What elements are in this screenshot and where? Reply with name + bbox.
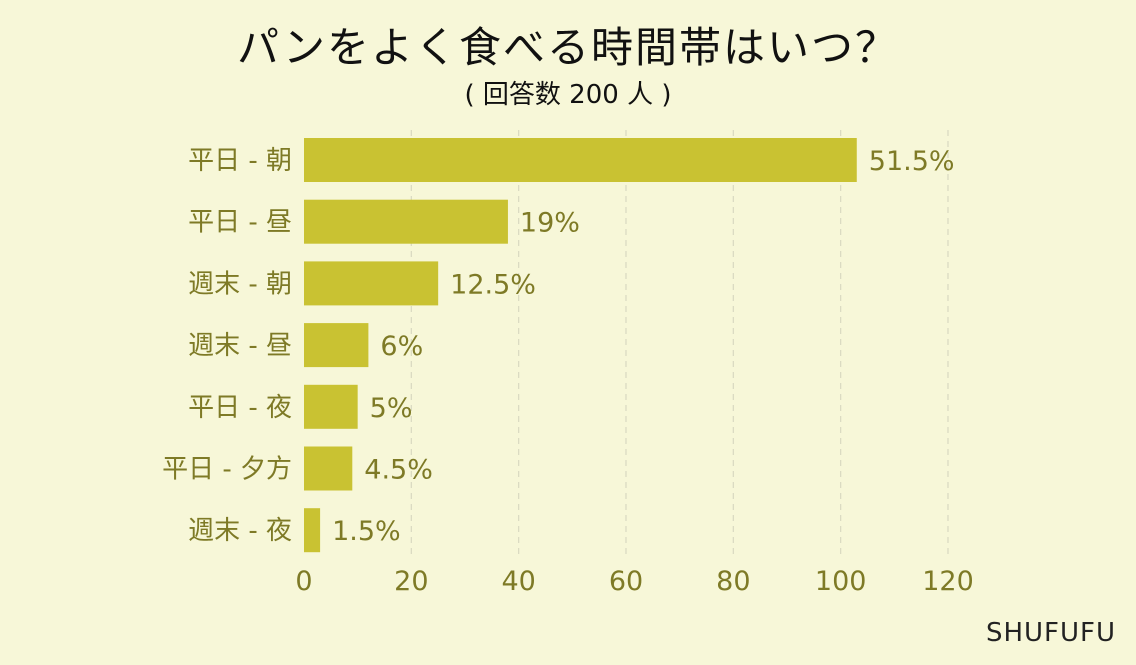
category-label-4: 平日 - 夜 <box>188 393 292 423</box>
data-label-5: 4.5% <box>364 455 433 486</box>
category-label-0: 平日 - 朝 <box>188 146 292 176</box>
data-label-0: 51.5% <box>869 146 955 177</box>
bar-6 <box>304 508 321 553</box>
data-label-3: 6% <box>380 331 423 362</box>
category-label-5: 平日 - 夕方 <box>162 455 292 485</box>
x-tick-label-0: 0 <box>295 566 312 597</box>
x-tick-label-20: 20 <box>394 566 428 597</box>
bar-5 <box>304 446 353 491</box>
bar-4 <box>304 384 358 429</box>
category-label-6: 週末 - 夜 <box>188 516 292 546</box>
bar-3 <box>304 323 369 368</box>
category-label-3: 週末 - 昼 <box>188 331 292 361</box>
bar-2 <box>304 261 439 306</box>
x-tick-label-60: 60 <box>609 566 643 597</box>
source-label: SHUFUFU <box>985 618 1116 648</box>
data-label-2: 12.5% <box>450 269 536 300</box>
x-tick-label-40: 40 <box>501 566 535 597</box>
category-label-2: 週末 - 朝 <box>188 269 292 299</box>
data-label-1: 19% <box>520 208 580 239</box>
data-label-6: 1.5% <box>332 516 401 547</box>
x-tick-label-100: 100 <box>815 566 867 597</box>
x-tick-label-120: 120 <box>922 566 974 597</box>
category-label-1: 平日 - 昼 <box>188 208 292 238</box>
bar-0 <box>304 138 857 182</box>
x-tick-label-80: 80 <box>716 566 750 597</box>
bar-1 <box>304 199 508 244</box>
chart-title: パンをよく食べる時間帯はいつ？ <box>236 23 900 72</box>
data-label-4: 5% <box>370 393 413 424</box>
chart-subtitle: ( 回答数 200 人 ) <box>464 80 672 110</box>
